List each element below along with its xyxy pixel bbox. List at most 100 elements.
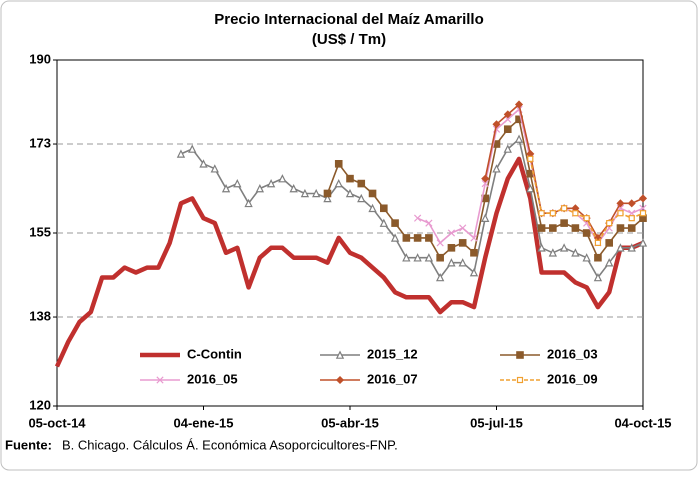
marker: [527, 155, 534, 162]
marker: [413, 253, 422, 262]
marker: [458, 258, 467, 267]
marker: [357, 179, 366, 188]
marker: [481, 174, 490, 183]
marker: [616, 199, 625, 208]
marker: [368, 203, 377, 213]
marker: [537, 243, 546, 252]
marker: [549, 224, 557, 232]
marker: [538, 210, 545, 217]
marker: [639, 210, 647, 217]
marker: [559, 243, 569, 252]
marker: [323, 189, 332, 198]
marker: [221, 183, 231, 193]
marker: [210, 164, 219, 173]
legend-label: 2016_05: [187, 371, 238, 386]
y-tick-label: 155: [29, 224, 51, 239]
legend-label: 2016_07: [367, 371, 418, 386]
marker: [627, 243, 636, 252]
marker: [549, 210, 556, 217]
marker: [572, 210, 579, 217]
x-tick-label: 04-ene-15: [174, 415, 234, 430]
marker: [188, 144, 197, 153]
marker: [492, 120, 501, 129]
y-tick-label: 120: [29, 397, 51, 412]
marker: [638, 238, 648, 247]
marker: [323, 193, 332, 203]
marker: [470, 234, 478, 242]
marker: [503, 125, 512, 134]
marker: [244, 198, 253, 208]
marker: [312, 188, 321, 198]
marker: [402, 253, 411, 262]
marker: [594, 239, 602, 246]
marker: [380, 204, 388, 213]
legend-label: 2016_03: [547, 346, 598, 361]
marker: [447, 229, 456, 237]
marker: [492, 164, 501, 173]
legend-marker: [516, 376, 524, 384]
marker: [627, 224, 636, 232]
marker: [334, 160, 343, 168]
legend-marker: [335, 375, 345, 385]
x-tick-label: 05-oct-14: [28, 415, 86, 430]
marker: [447, 244, 456, 252]
marker: [606, 220, 613, 227]
marker: [593, 272, 603, 282]
legend-label: C-Contin: [187, 346, 242, 361]
marker: [481, 179, 489, 188]
marker: [425, 219, 433, 227]
marker: [458, 239, 467, 247]
marker: [379, 218, 388, 227]
source: B. Chicago. Cálculos Á. Económica Asopor…: [62, 437, 398, 452]
x-tick-label: 05-jul-15: [470, 415, 523, 430]
marker: [413, 214, 422, 222]
y-tick-label: 173: [29, 135, 51, 150]
chart-title: Precio Internacional del Maíz Amarillo: [214, 11, 484, 28]
marker: [424, 253, 434, 262]
marker: [503, 110, 512, 119]
marker: [616, 243, 625, 252]
marker: [514, 100, 524, 109]
marker: [199, 159, 208, 168]
marker: [345, 188, 355, 198]
marker: [583, 215, 590, 222]
marker: [605, 239, 613, 247]
marker: [548, 248, 558, 257]
marker: [346, 174, 354, 183]
marker: [561, 205, 568, 212]
marker: [628, 215, 635, 222]
marker: [402, 234, 411, 242]
marker: [436, 239, 444, 247]
marker: [435, 272, 445, 282]
marker: [459, 224, 467, 232]
marker: [560, 219, 568, 227]
marker: [616, 224, 625, 232]
marker: [638, 194, 648, 203]
legend-marker: [335, 350, 345, 359]
marker: [447, 258, 456, 267]
marker: [255, 183, 265, 193]
x-tick-label: 04-oct-15: [614, 415, 671, 430]
marker: [617, 210, 624, 217]
marker: [300, 188, 310, 198]
legend-label: 2015_12: [367, 346, 418, 361]
marker: [526, 183, 535, 193]
marker: [503, 144, 512, 153]
marker: [571, 224, 580, 232]
marker: [368, 189, 377, 198]
y-tick-label: 190: [29, 51, 51, 66]
marker: [266, 179, 276, 188]
marker: [390, 233, 400, 242]
x-tick-label: 05-abr-15: [321, 415, 379, 430]
legend-marker: [156, 376, 164, 384]
chart-subtitle: (US$ / Tm): [312, 31, 386, 48]
marker: [627, 199, 636, 208]
marker: [278, 174, 287, 183]
marker: [436, 253, 444, 262]
marker: [391, 219, 399, 227]
marker: [481, 213, 490, 222]
marker: [425, 234, 433, 242]
source-label: Fuente:: [5, 437, 52, 452]
